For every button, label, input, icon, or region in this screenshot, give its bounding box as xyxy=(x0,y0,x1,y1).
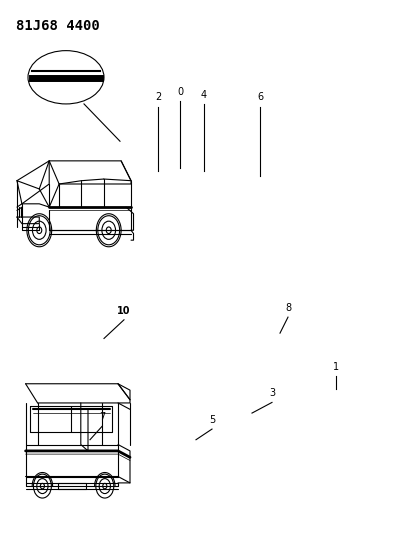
Text: 10: 10 xyxy=(117,305,131,316)
Text: 7: 7 xyxy=(99,412,105,422)
Text: 3: 3 xyxy=(269,388,275,398)
Text: 2: 2 xyxy=(155,92,161,102)
Text: 6: 6 xyxy=(257,92,263,102)
Text: 0: 0 xyxy=(177,87,183,97)
Text: 5: 5 xyxy=(209,415,215,425)
Text: 4: 4 xyxy=(201,90,207,100)
Text: 8: 8 xyxy=(285,303,291,313)
Text: 81J68 4400: 81J68 4400 xyxy=(16,19,100,33)
Ellipse shape xyxy=(28,51,104,104)
Text: 1: 1 xyxy=(333,361,339,372)
